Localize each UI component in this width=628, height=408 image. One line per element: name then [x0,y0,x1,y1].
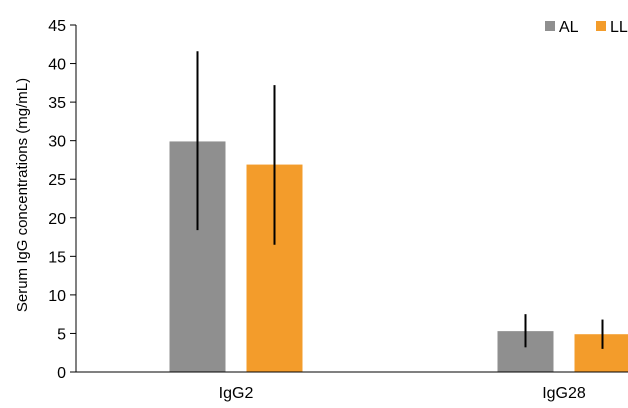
y-tick-label: 45 [48,18,66,35]
legend-swatch-ll [596,21,606,31]
legend-label-al: AL [559,19,579,36]
legend: AL LL [545,19,628,36]
y-tick-label: 0 [57,365,66,382]
y-tick-label: 15 [48,249,66,266]
y-tick-label: 10 [48,288,66,305]
error-bars [196,51,604,349]
x-category-label: IgG2 [219,385,254,402]
y-axis: 0 5 10 15 20 25 30 35 40 45 [48,18,77,382]
y-tick-label: 40 [48,57,66,74]
bar-ll-igg28 [574,334,628,372]
y-tick-label: 25 [48,172,66,189]
x-axis: IgG2 IgG28 [76,371,628,402]
y-axis-title: Serum IgG concentrations (mg/mL) [14,78,31,312]
legend-swatch-al [545,21,555,31]
y-tick-label: 35 [48,95,66,112]
y-tick-label: 20 [48,211,66,228]
x-category-label: IgG28 [542,385,586,402]
y-tick-label: 30 [48,134,66,151]
y-tick-label: 5 [57,326,66,343]
legend-label-ll: LL [610,19,628,36]
bars [169,141,628,372]
